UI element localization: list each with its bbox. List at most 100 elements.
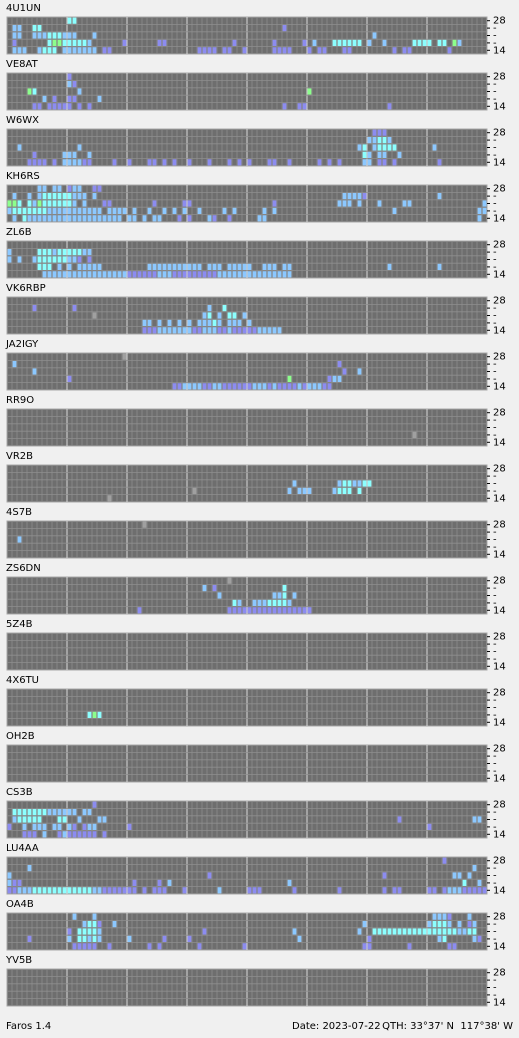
- beacon-cell: [142, 271, 147, 278]
- beacon-cell: [347, 39, 352, 46]
- beacon-cell: [62, 32, 67, 39]
- beacon-cell: [72, 887, 77, 894]
- beacon-cell: [472, 865, 477, 872]
- beacon-cell: [67, 928, 72, 935]
- beacon-cell: [92, 831, 97, 838]
- band-label: -: [493, 535, 497, 546]
- beacon-cell: [37, 185, 42, 192]
- station-name: OA4B: [6, 899, 34, 910]
- beacon-cell: [37, 32, 42, 39]
- beacon-cell: [37, 215, 42, 222]
- beacon-cell: [157, 879, 162, 886]
- beacon-cell: [467, 887, 472, 894]
- band-label: -: [493, 262, 497, 273]
- beacon-cell: [17, 816, 22, 823]
- band-label: -: [493, 135, 497, 146]
- beacon-cell: [92, 943, 97, 950]
- beacon-cell: [232, 207, 237, 214]
- beacon-cell: [282, 103, 287, 110]
- beacon-cell: [382, 129, 387, 136]
- beacon-cell: [472, 921, 477, 928]
- beacon-cell: [152, 215, 157, 222]
- beacon-cell: [147, 159, 152, 166]
- beacon-cell: [132, 207, 137, 214]
- beacon-cell: [32, 215, 37, 222]
- beacon-cell: [192, 327, 197, 334]
- beacon-cell: [372, 144, 377, 151]
- beacon-cell: [317, 47, 322, 54]
- beacon-cell: [197, 47, 202, 54]
- beacon-cell: [17, 879, 22, 886]
- beacon-cell: [42, 831, 47, 838]
- beacon-cell: [262, 271, 267, 278]
- band-label: 28: [493, 184, 506, 195]
- beacon-cell: [47, 200, 52, 207]
- beacon-cell: [232, 263, 237, 270]
- beacon-cell: [37, 193, 42, 200]
- beacon-cell: [102, 200, 107, 207]
- station-name: 4U1UN: [6, 3, 41, 14]
- band-label: 14: [493, 437, 506, 448]
- beacon-cell: [282, 607, 287, 614]
- beacon-cell: [352, 39, 357, 46]
- beacon-cell: [47, 193, 52, 200]
- beacon-cell: [267, 263, 272, 270]
- beacon-cell: [272, 599, 277, 606]
- beacon-cell: [217, 887, 222, 894]
- beacon-cell: [97, 711, 102, 718]
- beacon-cell: [82, 200, 87, 207]
- beacon-cell: [282, 585, 287, 592]
- beacon-cell: [87, 809, 92, 816]
- beacon-cell: [62, 159, 67, 166]
- beacon-cell: [92, 207, 97, 214]
- beacon-cell: [127, 159, 132, 166]
- beacon-cell: [342, 39, 347, 46]
- beacon-cell: [207, 327, 212, 334]
- beacon-cell: [222, 305, 227, 312]
- beacon-cell: [47, 263, 52, 270]
- band-label: 28: [493, 352, 506, 363]
- station-name: VE8AT: [6, 59, 39, 70]
- beacon-cell: [287, 263, 292, 270]
- beacon-cell: [207, 263, 212, 270]
- beacon-cell: [342, 193, 347, 200]
- beacon-cell: [177, 271, 182, 278]
- station-name: VK6RBP: [6, 283, 46, 294]
- band-label: 14: [493, 493, 506, 504]
- beacon-cell: [252, 271, 257, 278]
- beacon-cell: [202, 327, 207, 334]
- beacon-cell: [312, 39, 317, 46]
- beacon-cell: [322, 47, 327, 54]
- beacon-cell: [32, 151, 37, 158]
- beacon-cell: [77, 928, 82, 935]
- beacon-cell: [162, 271, 167, 278]
- beacon-cell: [182, 271, 187, 278]
- beacon-cell: [42, 256, 47, 263]
- beacon-cell: [377, 928, 382, 935]
- beacon-cell: [287, 607, 292, 614]
- beacon-cell: [92, 711, 97, 718]
- beacon-cell: [52, 823, 57, 830]
- beacon-cell: [247, 263, 252, 270]
- beacon-cell: [192, 263, 197, 270]
- beacon-cell: [282, 47, 287, 54]
- beacon-cell: [197, 327, 202, 334]
- band-label: 14: [493, 45, 506, 56]
- beacon-cell: [472, 816, 477, 823]
- beacon-cell: [52, 39, 57, 46]
- beacon-cell: [382, 159, 387, 166]
- beacon-cell: [42, 95, 47, 102]
- beacon-cell: [347, 487, 352, 494]
- beacon-cell: [122, 887, 127, 894]
- beacon-cell: [67, 200, 72, 207]
- beacon-cell: [77, 943, 82, 950]
- beacon-cell: [12, 200, 17, 207]
- beacon-cell: [87, 103, 92, 110]
- beacon-cell: [267, 383, 272, 390]
- beacon-cell: [217, 319, 222, 326]
- band-label: -: [493, 318, 497, 329]
- beacon-cell: [442, 857, 447, 864]
- beacon-cell: [72, 831, 77, 838]
- beacon-cell: [87, 271, 92, 278]
- beacon-cell: [22, 823, 27, 830]
